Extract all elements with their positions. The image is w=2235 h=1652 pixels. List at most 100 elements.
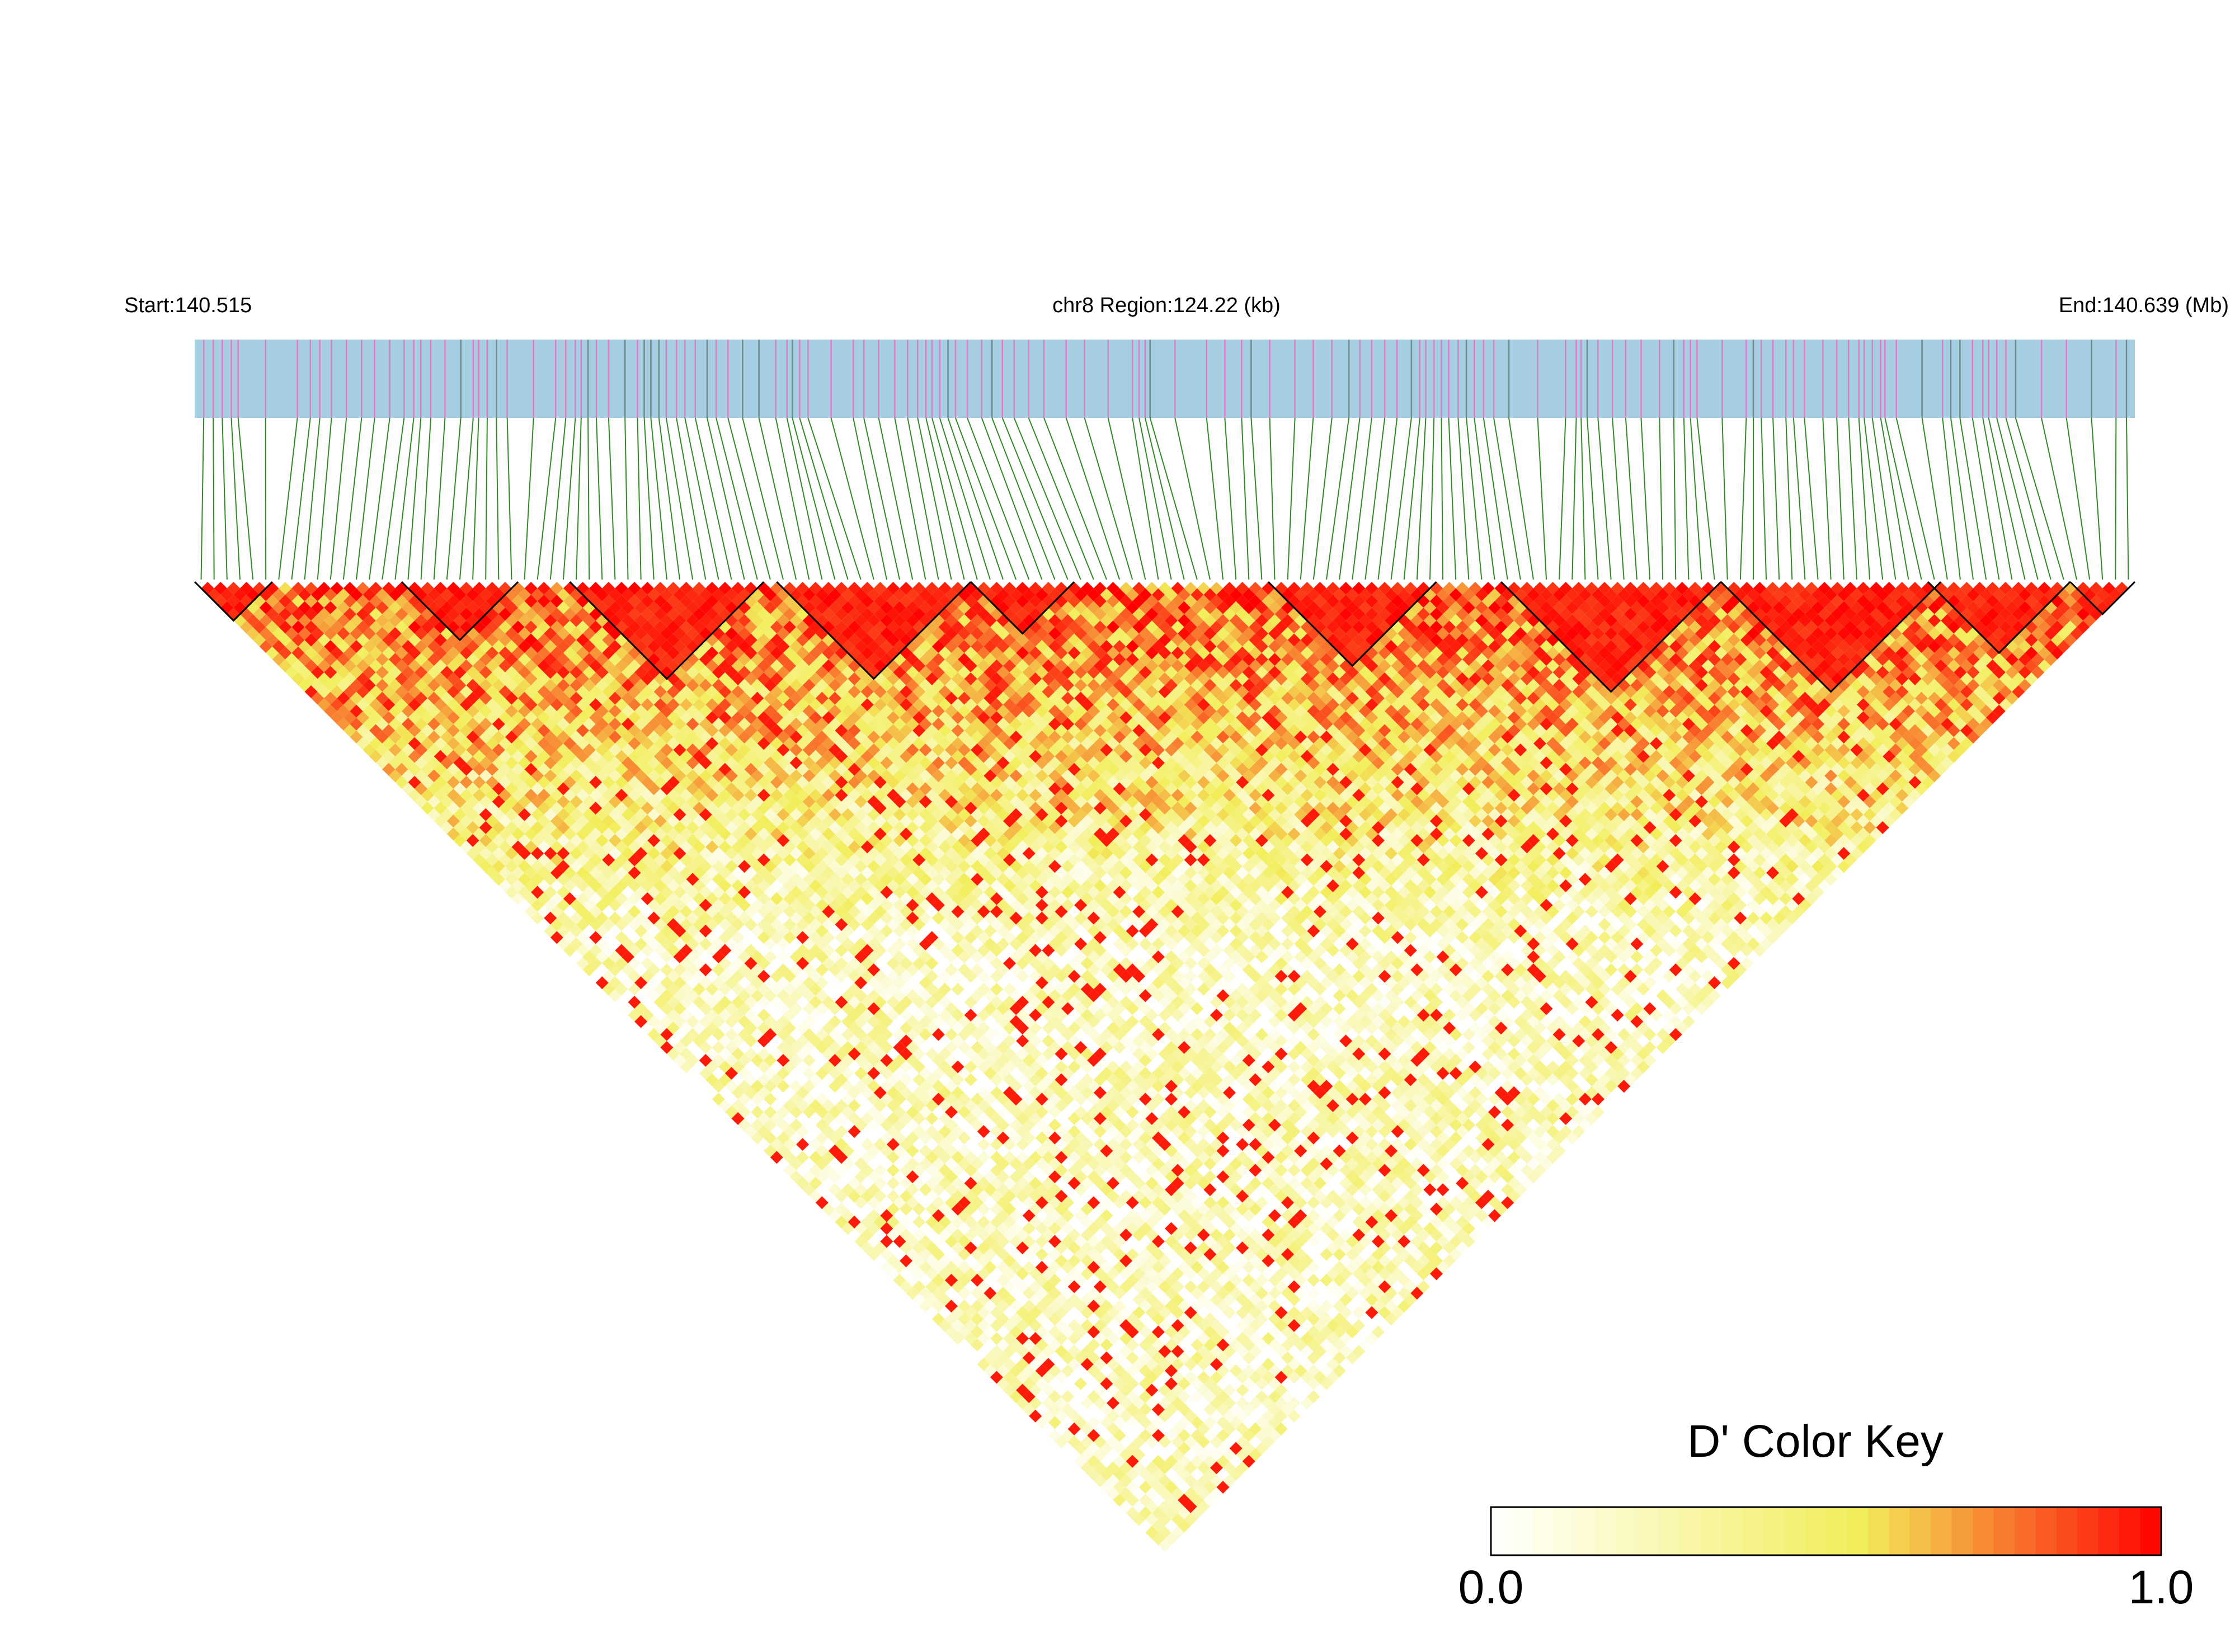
ld-cell bbox=[854, 1183, 868, 1197]
ld-cell bbox=[415, 743, 428, 757]
ld-cell bbox=[375, 666, 389, 679]
ld-cell bbox=[809, 1176, 822, 1190]
ld-cell bbox=[356, 633, 370, 647]
ld-cell bbox=[473, 775, 486, 789]
ld-cell bbox=[1003, 1345, 1017, 1358]
snp-connector bbox=[1950, 417, 1974, 580]
snp-connector bbox=[643, 417, 655, 580]
ld-cell bbox=[893, 1248, 906, 1261]
ld-cell bbox=[214, 582, 227, 595]
ld-cell bbox=[944, 1248, 958, 1261]
ld-cell bbox=[466, 756, 479, 770]
ld-cell bbox=[1093, 1435, 1107, 1449]
ld-cell bbox=[511, 827, 525, 841]
ld-cell bbox=[931, 1300, 945, 1313]
ld-cell bbox=[621, 1002, 635, 1015]
ld-cell bbox=[298, 601, 312, 614]
ld-cell bbox=[550, 853, 563, 867]
ld-cell bbox=[350, 679, 363, 692]
ld-cell bbox=[511, 788, 525, 802]
ld-cell bbox=[893, 1222, 906, 1235]
ld-cell bbox=[343, 633, 356, 647]
ld-cell bbox=[595, 911, 609, 925]
ld-cell bbox=[531, 886, 544, 899]
ld-cell bbox=[1003, 1306, 1017, 1319]
ld-cell bbox=[705, 995, 719, 1009]
ld-cell bbox=[608, 963, 622, 977]
snp-connector bbox=[472, 417, 479, 580]
ld-cell bbox=[1132, 1474, 1146, 1488]
ld-cell bbox=[453, 717, 467, 731]
ld-cell bbox=[634, 976, 648, 990]
ld-cell bbox=[395, 724, 408, 737]
snp-connector bbox=[1241, 417, 1250, 580]
ld-cell bbox=[582, 898, 596, 912]
ld-cell bbox=[660, 976, 674, 990]
ld-cell bbox=[401, 679, 415, 692]
ld-cell bbox=[1029, 1396, 1042, 1410]
ld-cell bbox=[473, 763, 486, 776]
ld-cell bbox=[298, 666, 312, 679]
ld-cell bbox=[1016, 1319, 1029, 1332]
ld-cell bbox=[401, 704, 415, 718]
ld-cell bbox=[854, 1131, 868, 1145]
ld-cell bbox=[770, 1151, 783, 1164]
ld-cell bbox=[350, 627, 363, 641]
ld-cell bbox=[634, 924, 648, 938]
ld-cell bbox=[1138, 1416, 1152, 1429]
snp-connector bbox=[1224, 417, 1237, 580]
ld-cell bbox=[337, 691, 350, 705]
ld-cell bbox=[486, 763, 499, 776]
ld-cell bbox=[1003, 1293, 1017, 1306]
ld-cell bbox=[647, 937, 661, 950]
ld-cell bbox=[1093, 1396, 1107, 1410]
ld-cell bbox=[705, 1022, 719, 1035]
ld-cell bbox=[440, 704, 454, 718]
ld-cell bbox=[634, 911, 648, 925]
snp-connector bbox=[676, 417, 707, 580]
ld-cell bbox=[518, 860, 531, 873]
ld-cell bbox=[279, 633, 292, 647]
ld-cell bbox=[382, 711, 396, 724]
ld-cell bbox=[498, 827, 512, 841]
ld-cell bbox=[369, 750, 383, 763]
ld-cell bbox=[408, 775, 421, 789]
ld-cell bbox=[867, 1209, 881, 1222]
snp-connector bbox=[356, 417, 375, 580]
ld-cell bbox=[466, 846, 479, 860]
snp-connector bbox=[382, 417, 405, 580]
ld-cell bbox=[783, 1164, 797, 1177]
ld-cell bbox=[608, 924, 622, 938]
ld-cell bbox=[311, 679, 324, 692]
snp-connector bbox=[991, 417, 1056, 580]
ld-cell bbox=[343, 685, 356, 699]
ld-cell bbox=[1042, 1319, 1055, 1332]
ld-cell bbox=[446, 711, 460, 724]
ld-cell bbox=[350, 704, 363, 718]
snp-connector bbox=[1690, 417, 1702, 580]
ld-cell bbox=[931, 1222, 945, 1235]
ld-cell bbox=[524, 853, 538, 867]
ld-cell bbox=[608, 989, 622, 1003]
ld-cell bbox=[731, 1112, 745, 1126]
ld-cell bbox=[498, 840, 512, 854]
ld-cell bbox=[1042, 1409, 1055, 1423]
ld-cell bbox=[893, 1196, 906, 1209]
ld-cell bbox=[227, 595, 240, 608]
ld-cell bbox=[537, 905, 550, 919]
snp-connector bbox=[1880, 417, 1909, 580]
ld-cell bbox=[550, 879, 563, 892]
ld-cell bbox=[608, 911, 622, 925]
ld-cell bbox=[796, 1073, 810, 1086]
ld-cell bbox=[944, 1260, 958, 1274]
ld-cell bbox=[415, 782, 428, 796]
ld-cell bbox=[421, 788, 434, 802]
ld-cell bbox=[744, 1099, 757, 1112]
ld-cell bbox=[944, 1273, 958, 1287]
ld-cell bbox=[511, 879, 525, 892]
ld-cell bbox=[492, 808, 505, 821]
ld-cell bbox=[718, 1047, 732, 1061]
ld-cell bbox=[705, 1008, 719, 1022]
ld-cell bbox=[634, 1015, 648, 1028]
ld-cell bbox=[718, 1008, 732, 1022]
